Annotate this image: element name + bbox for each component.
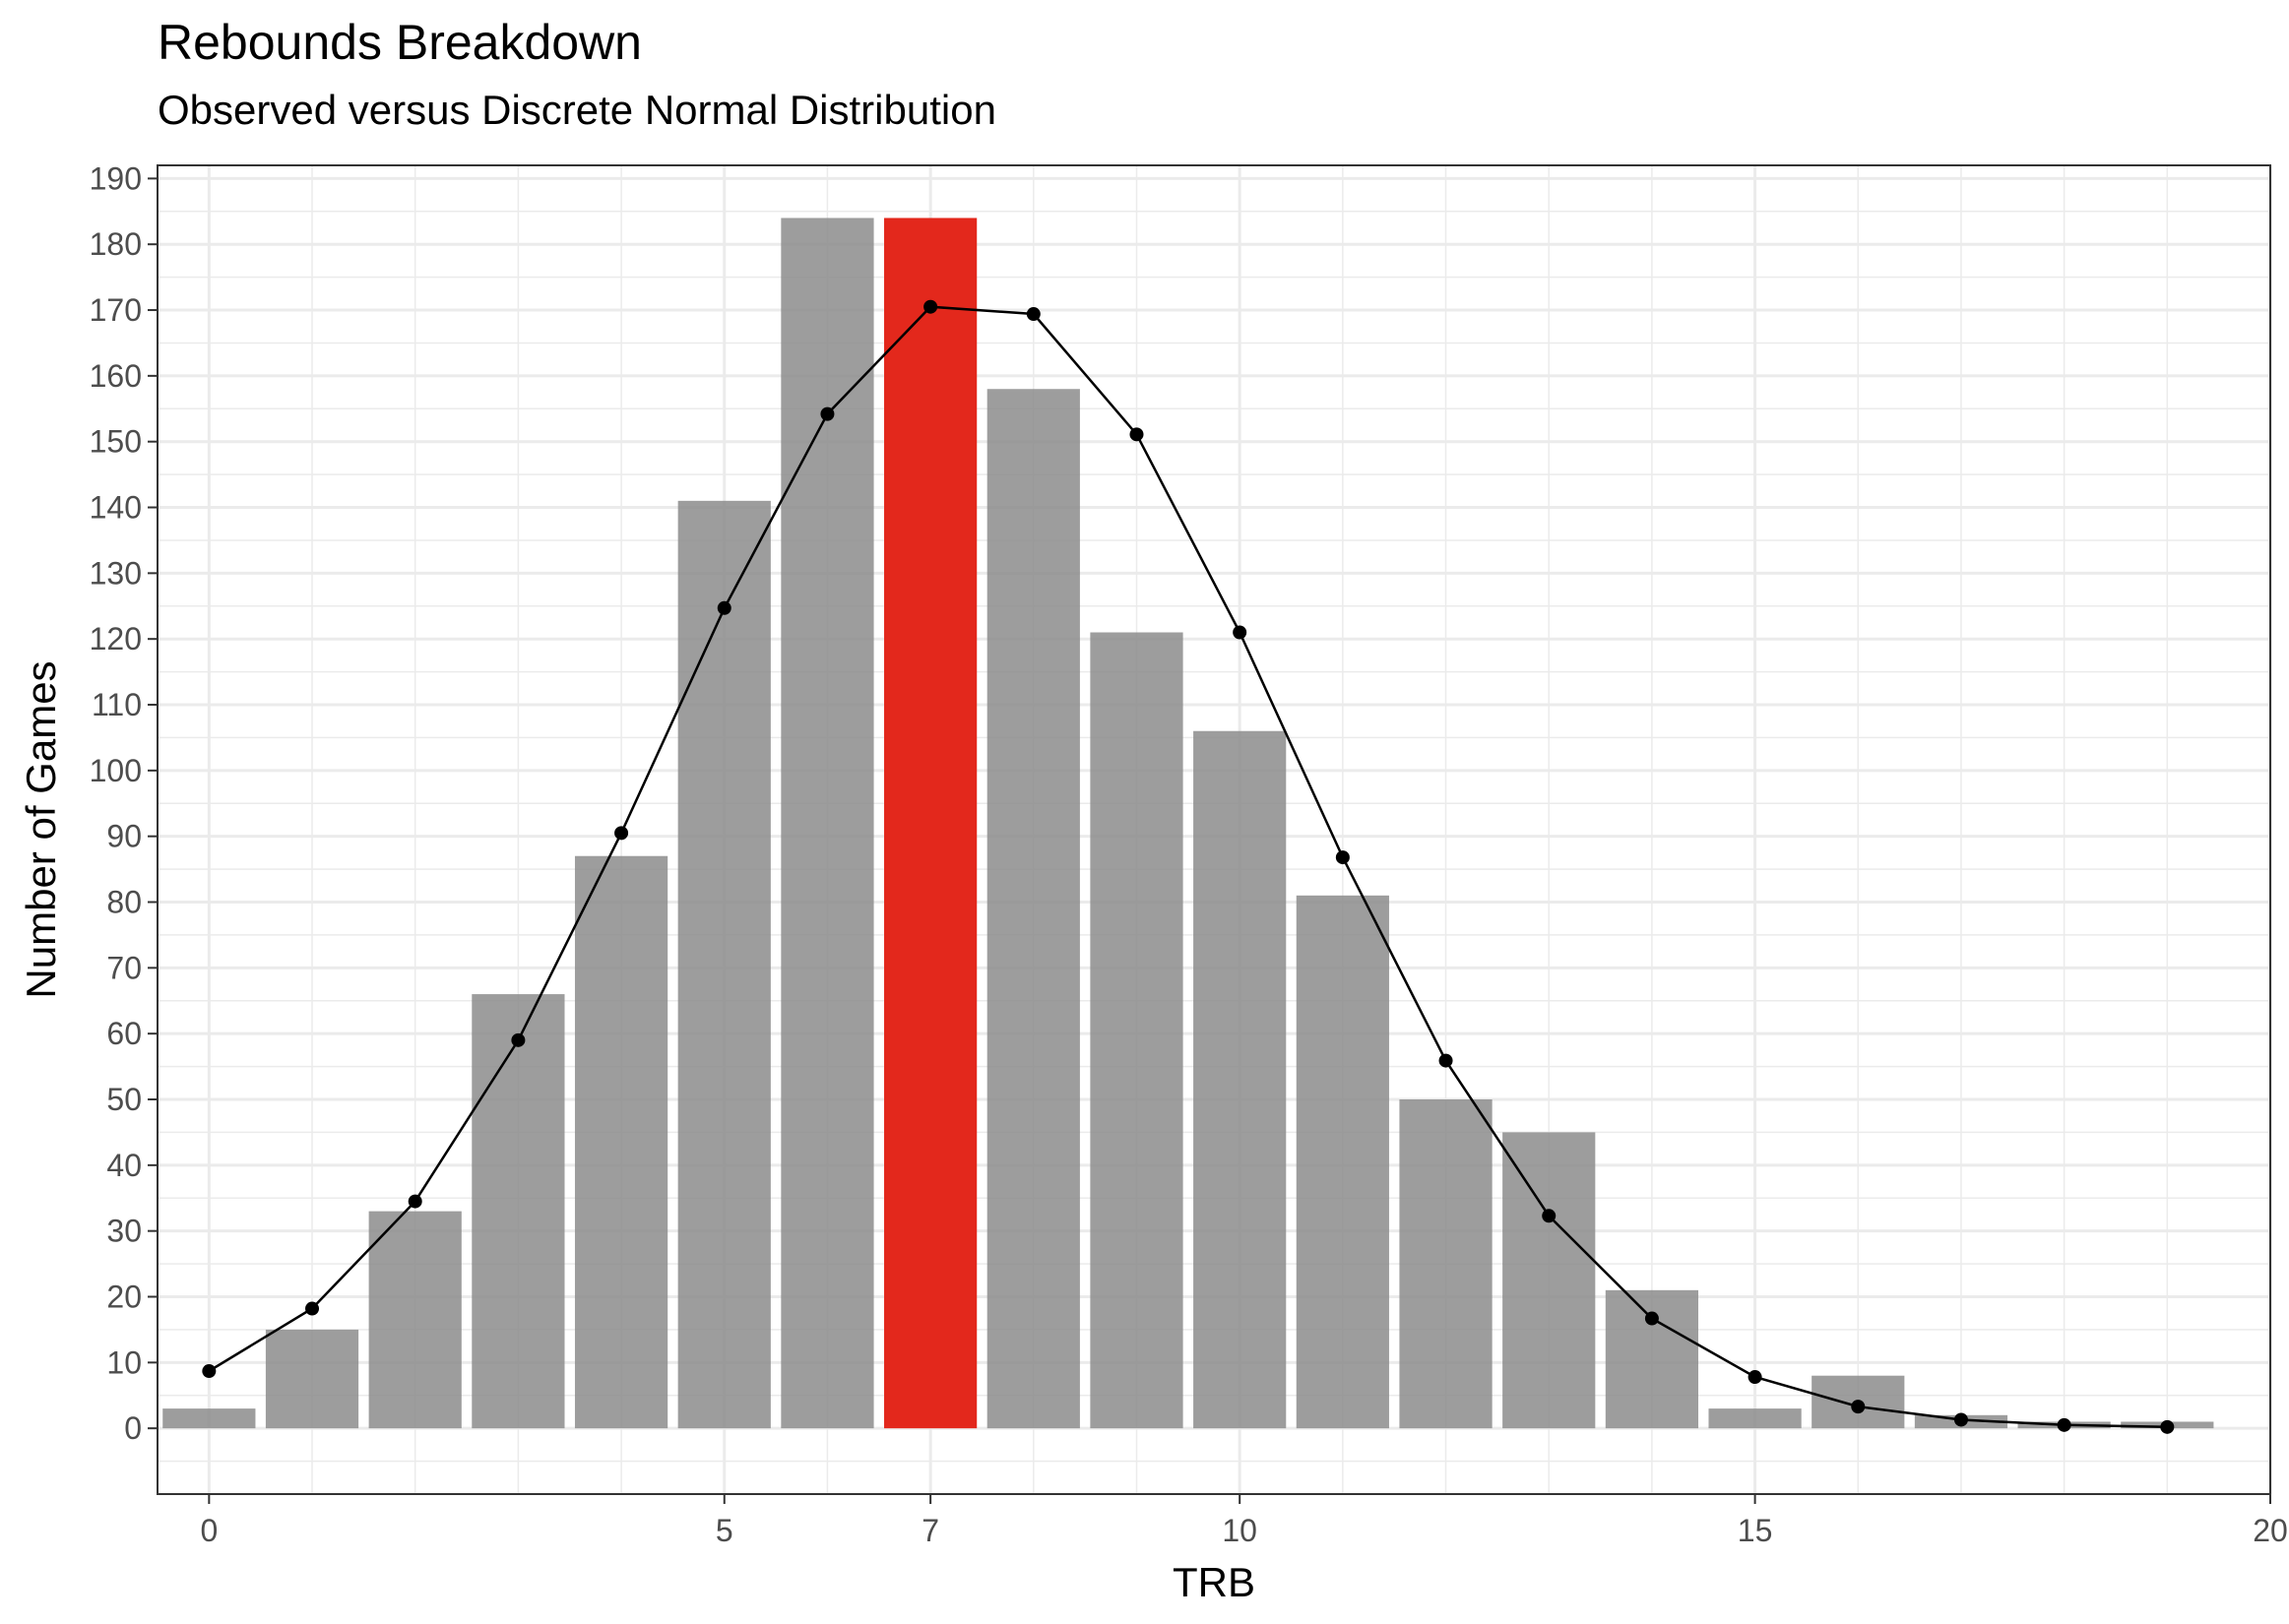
bar [162,1408,256,1429]
distribution-point [1335,850,1350,865]
y-tick-label: 90 [106,819,142,854]
x-tick-label: 10 [1222,1513,1257,1548]
x-tick-label: 15 [1738,1513,1773,1548]
bar [781,218,874,1429]
y-tick-label: 100 [90,753,142,788]
bar [1502,1132,1596,1429]
x-tick-label: 0 [200,1513,218,1548]
y-tick-label: 180 [90,226,142,262]
bar [1296,895,1389,1429]
bar-layer [162,218,2214,1429]
distribution-point [305,1301,320,1316]
y-tick-label: 170 [90,292,142,328]
distribution-point [202,1364,217,1379]
y-tick-label: 110 [92,687,142,722]
bar [677,500,771,1429]
distribution-point [820,406,835,421]
y-tick-label: 30 [106,1214,142,1249]
bar [1708,1408,1802,1429]
bar [1605,1289,1699,1429]
bar [574,855,668,1429]
bar [1399,1099,1493,1429]
distribution-point [1851,1400,1866,1414]
y-tick-label: 0 [124,1410,142,1446]
distribution-point [614,826,629,841]
y-tick-label: 40 [106,1148,142,1183]
y-tick-label: 50 [106,1082,142,1117]
y-tick-label: 130 [90,555,142,591]
distribution-point [2057,1417,2071,1432]
distribution-point [1953,1412,1968,1427]
distribution-line [208,305,2168,1429]
y-tick-label: 70 [106,950,142,985]
y-tick-label: 80 [106,885,142,920]
y-tick-label: 20 [106,1280,142,1315]
distribution-point [1542,1209,1557,1223]
x-tick-label: 20 [2253,1513,2288,1548]
panel-border [157,164,2271,1495]
bar [986,389,1080,1429]
distribution-point [1438,1053,1453,1068]
distribution-point [408,1194,422,1209]
distribution-point [1233,625,1247,640]
bar [472,994,565,1429]
distribution-point [1129,427,1144,442]
y-tick-label: 10 [106,1344,142,1380]
y-tick-label: 120 [90,621,142,656]
x-axis-title: TRB [1173,1559,1255,1605]
y-tick-label: 60 [106,1016,142,1051]
bar [1090,632,1183,1429]
distribution-point [923,299,938,314]
axis-layer: 0102030405060708090100110120130140150160… [90,160,2288,1548]
x-tick-label: 5 [716,1513,733,1548]
y-tick-label: 140 [90,490,142,526]
chart-title: Rebounds Breakdown [158,15,642,70]
distribution-point [717,600,731,615]
distribution-point [2160,1419,2175,1434]
distribution-point [511,1032,526,1047]
y-axis-title: Number of Games [18,660,64,998]
chart-subtitle: Observed versus Discrete Normal Distribu… [158,87,996,133]
x-tick-label: 7 [922,1513,939,1548]
distribution-point [1644,1311,1659,1326]
y-tick-label: 190 [90,160,142,196]
distribution-point [1748,1370,1762,1385]
bar [1193,730,1287,1429]
y-tick-label: 150 [90,424,142,460]
line-layer [202,299,2175,1434]
bar [265,1329,359,1429]
distribution-point [1026,307,1041,322]
y-tick-label: 160 [90,358,142,394]
bar-highlighted [884,218,978,1429]
bar [368,1211,462,1429]
